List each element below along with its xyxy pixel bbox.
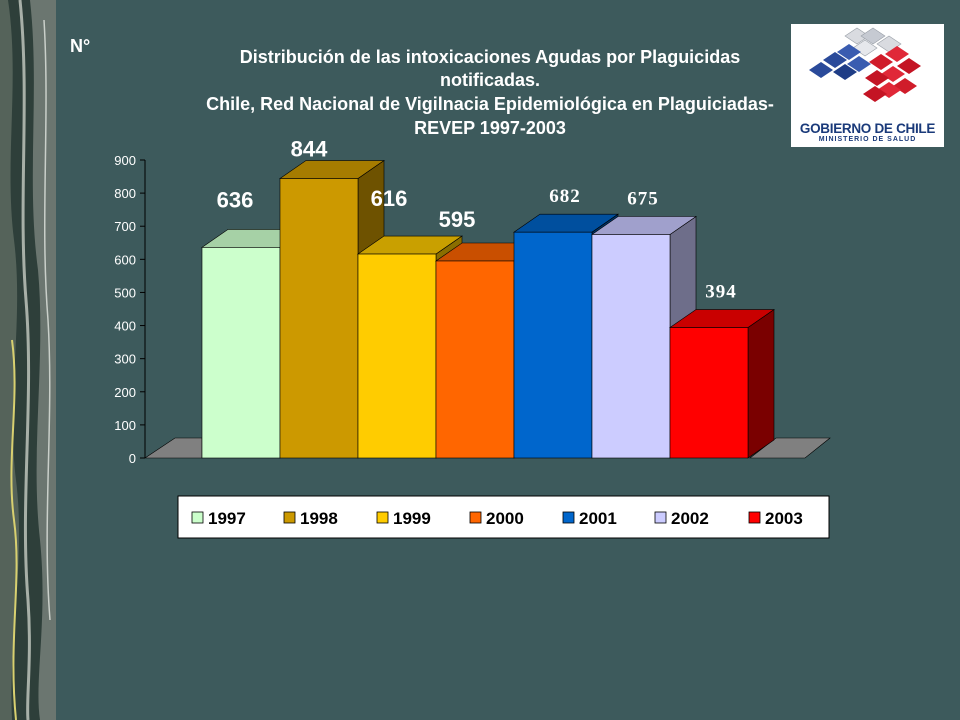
legend-item-2000: 2000 bbox=[469, 509, 524, 528]
bar-front bbox=[513, 231, 593, 459]
data-label-2002: 675 bbox=[627, 189, 659, 210]
data-label-1999: 616 bbox=[371, 186, 408, 211]
legend-item-1999: 1999 bbox=[376, 509, 431, 528]
legend-swatch bbox=[654, 511, 667, 524]
legend-label: 2002 bbox=[671, 509, 709, 528]
data-labels: 636 844 616 595 682 675 394 bbox=[217, 137, 737, 303]
legend-label: 1997 bbox=[208, 509, 246, 528]
y-axis-symbol: N° bbox=[70, 36, 90, 56]
legend-item-2001: 2001 bbox=[562, 509, 617, 528]
legend-label: 2000 bbox=[486, 509, 524, 528]
bar-front bbox=[435, 260, 515, 459]
bar-front bbox=[669, 327, 749, 459]
bar-side bbox=[747, 308, 775, 459]
legend-label: 1999 bbox=[393, 509, 431, 528]
legend-swatch bbox=[376, 511, 389, 524]
data-label-1998: 844 bbox=[291, 137, 328, 162]
y-tick-label: 700 bbox=[114, 219, 136, 234]
y-tick-label: 300 bbox=[114, 352, 136, 367]
y-tick-label: 200 bbox=[114, 385, 136, 400]
legend-swatch bbox=[469, 511, 482, 524]
y-tick-label: 600 bbox=[114, 252, 136, 267]
legend-item-1997: 1997 bbox=[191, 509, 246, 528]
y-tick-label: 900 bbox=[114, 153, 136, 168]
y-tick-label: 500 bbox=[114, 285, 136, 300]
title-line-3: Chile, Red Nacional de Vigilnacia Epidem… bbox=[206, 94, 774, 114]
bar-2003 bbox=[669, 308, 775, 459]
data-label-1997: 636 bbox=[217, 187, 254, 212]
logo-emblem-icon bbox=[809, 27, 921, 102]
floor-left bbox=[144, 437, 203, 459]
legend-swatch bbox=[283, 511, 296, 524]
bar-front bbox=[357, 253, 437, 459]
data-label-2000: 595 bbox=[439, 207, 476, 232]
legend-item-2003: 2003 bbox=[748, 509, 803, 528]
bars bbox=[201, 159, 775, 459]
bar-front bbox=[201, 247, 281, 459]
legend-label: 1998 bbox=[300, 509, 338, 528]
bar-front bbox=[279, 178, 359, 459]
legend-swatch bbox=[748, 511, 761, 524]
title-line-2: notificadas. bbox=[440, 70, 540, 90]
legend-item-1998: 1998 bbox=[283, 509, 338, 528]
gobierno-de-chile-logo: GOBIERNO DE CHILE MINISTERIO DE SALUD bbox=[791, 24, 944, 147]
y-tick-label: 100 bbox=[114, 418, 136, 433]
logo-sub-text: MINISTERIO DE SALUD bbox=[818, 136, 917, 143]
legend-swatch bbox=[562, 511, 575, 524]
legend-item-2002: 2002 bbox=[654, 509, 709, 528]
data-label-2003: 394 bbox=[705, 282, 737, 303]
data-label-2001: 682 bbox=[549, 186, 581, 207]
y-tick-label: 400 bbox=[114, 319, 136, 334]
legend: 1997 1998 1999 2000 2001 2002 2003 bbox=[177, 495, 830, 539]
title-line-4: REVEP 1997-2003 bbox=[414, 118, 566, 138]
title-line-1: Distribución de las intoxicaciones Aguda… bbox=[240, 47, 740, 67]
y-axis: 0 100 200 300 400 500 600 700 800 900 bbox=[114, 153, 146, 466]
logo-main-text: GOBIERNO DE CHILE bbox=[799, 121, 936, 136]
legend-swatch bbox=[191, 511, 204, 524]
legend-label: 2003 bbox=[765, 509, 803, 528]
legend-label: 2001 bbox=[579, 509, 617, 528]
y-tick-label: 800 bbox=[114, 186, 136, 201]
decorative-left-strip bbox=[0, 0, 56, 720]
y-tick-label: 0 bbox=[129, 451, 136, 466]
chart-title: Distribución de las intoxicaciones Aguda… bbox=[206, 47, 774, 138]
bar-front bbox=[591, 234, 671, 459]
